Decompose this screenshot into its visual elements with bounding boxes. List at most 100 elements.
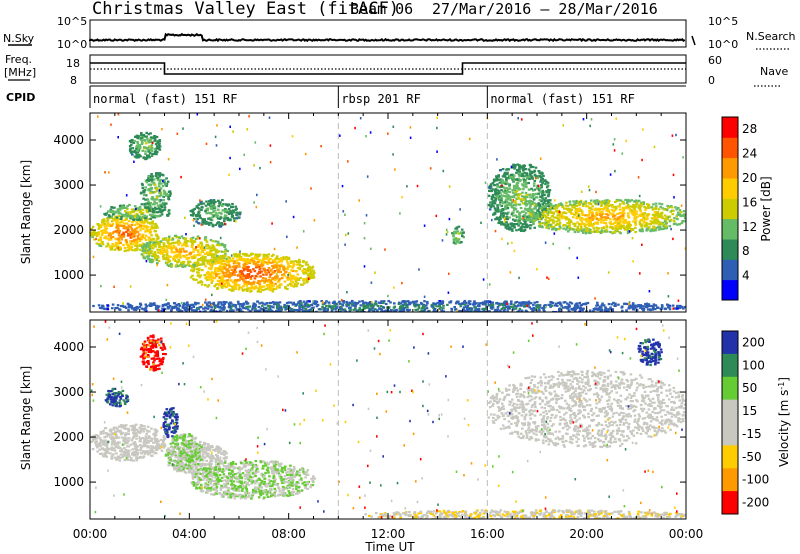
velocity-speck: [153, 341, 155, 344]
velocity-speck: [386, 390, 389, 394]
velocity-speck: [376, 435, 378, 438]
power-speck: [210, 303, 213, 307]
power-speck: [621, 152, 624, 155]
velocity-speck: [532, 334, 534, 337]
power-speck: [92, 255, 95, 259]
velocity-speck: [302, 392, 304, 395]
velocity-ytick-label: 3000: [53, 385, 84, 399]
power-speck: [232, 130, 234, 133]
power-speck: [214, 135, 217, 139]
velocity-speck: [678, 369, 680, 372]
velocity-speck: [681, 428, 683, 431]
velocity-speck: [484, 464, 487, 467]
velocity-speck: [356, 359, 358, 362]
power-speck: [682, 156, 684, 159]
power-speck: [588, 188, 591, 192]
power-speck: [192, 219, 195, 222]
velocity-speck: [171, 463, 174, 466]
power-speck: [165, 298, 168, 302]
power-colorbar-tick: 28: [742, 122, 757, 136]
velocity-speck: [539, 390, 541, 393]
power-speck: [363, 222, 366, 225]
power-speck: [117, 136, 119, 139]
power-speck: [558, 210, 561, 214]
velocity-colorbar-band: [722, 399, 738, 423]
velocity-speck: [447, 435, 449, 438]
power-speck: [346, 291, 348, 294]
power-colorbar-tick: 16: [742, 195, 757, 209]
power-speck: [292, 215, 295, 219]
velocity-speck: [640, 501, 642, 505]
x-tick-label: 04:00: [172, 527, 207, 541]
velocity-speck: [658, 380, 660, 383]
power-speck: [99, 205, 102, 208]
power-data-region: [525, 198, 686, 235]
velocity-speck: [138, 435, 141, 439]
power-speck: [445, 228, 448, 232]
power-speck: [429, 167, 432, 170]
power-speck: [582, 118, 585, 121]
power-speck: [507, 242, 509, 245]
velocity-data-region: [637, 338, 663, 367]
velocity-speck: [558, 345, 560, 348]
nsearch-tick-top: 10^5: [708, 15, 738, 28]
power-speck: [369, 131, 372, 134]
cpid-segment-label: rbsp 201 RF: [341, 92, 420, 106]
power-speck: [193, 224, 195, 227]
power-speck: [394, 168, 396, 171]
power-speck: [259, 166, 261, 170]
freq-label: Freq.: [5, 53, 32, 66]
power-ytick-label: 2000: [53, 223, 84, 237]
velocity-speck: [161, 371, 163, 374]
power-speck: [322, 301, 324, 304]
power-speck: [406, 185, 408, 188]
power-speck: [110, 123, 112, 126]
velocity-speck: [485, 343, 487, 346]
velocity-speck: [622, 489, 625, 492]
velocity-ytick-label: 1000: [53, 475, 84, 489]
power-speck: [547, 277, 550, 280]
power-speck: [667, 216, 670, 219]
velocity-speck: [393, 384, 396, 387]
power-speck: [384, 248, 386, 251]
power-speck: [436, 116, 438, 119]
power-speck: [684, 247, 686, 250]
power-speck: [254, 141, 257, 144]
power-speck: [580, 190, 583, 193]
freq-unit: [MHz]: [4, 66, 36, 79]
power-speck: [626, 206, 628, 210]
power-speck: [671, 134, 674, 137]
power-speck: [269, 144, 272, 147]
velocity-data-region: [139, 334, 167, 372]
velocity-speck: [549, 428, 551, 431]
velocity-speck: [107, 469, 109, 472]
velocity-speck: [447, 398, 450, 402]
velocity-speck: [382, 455, 384, 458]
velocity-speck: [215, 320, 218, 323]
power-colorbar-band: [722, 137, 738, 159]
power-speck: [495, 190, 497, 193]
velocity-speck: [174, 439, 176, 442]
cpid-label: CPID: [6, 91, 35, 104]
velocity-speck: [668, 336, 670, 339]
power-speck: [501, 184, 503, 187]
power-speck: [594, 297, 596, 300]
nave-label: Nave: [760, 65, 788, 78]
power-speck: [638, 194, 641, 198]
power-colorbar-band: [722, 157, 738, 179]
power-colorbar-tick: 12: [742, 220, 757, 234]
velocity-speck: [263, 442, 266, 446]
velocity-speck: [477, 478, 479, 481]
power-speck: [484, 181, 487, 184]
power-speck: [275, 273, 278, 276]
velocity-speck: [667, 426, 669, 429]
velocity-speck: [527, 392, 530, 395]
power-speck: [441, 239, 444, 242]
velocity-speck: [415, 480, 417, 483]
power-colorbar-band: [722, 279, 738, 301]
power-speck: [642, 128, 644, 131]
velocity-speck: [515, 500, 517, 503]
velocity-speck: [380, 484, 382, 487]
velocity-speck: [317, 500, 319, 503]
power-colorbar-label: Power [dB]: [759, 176, 773, 241]
